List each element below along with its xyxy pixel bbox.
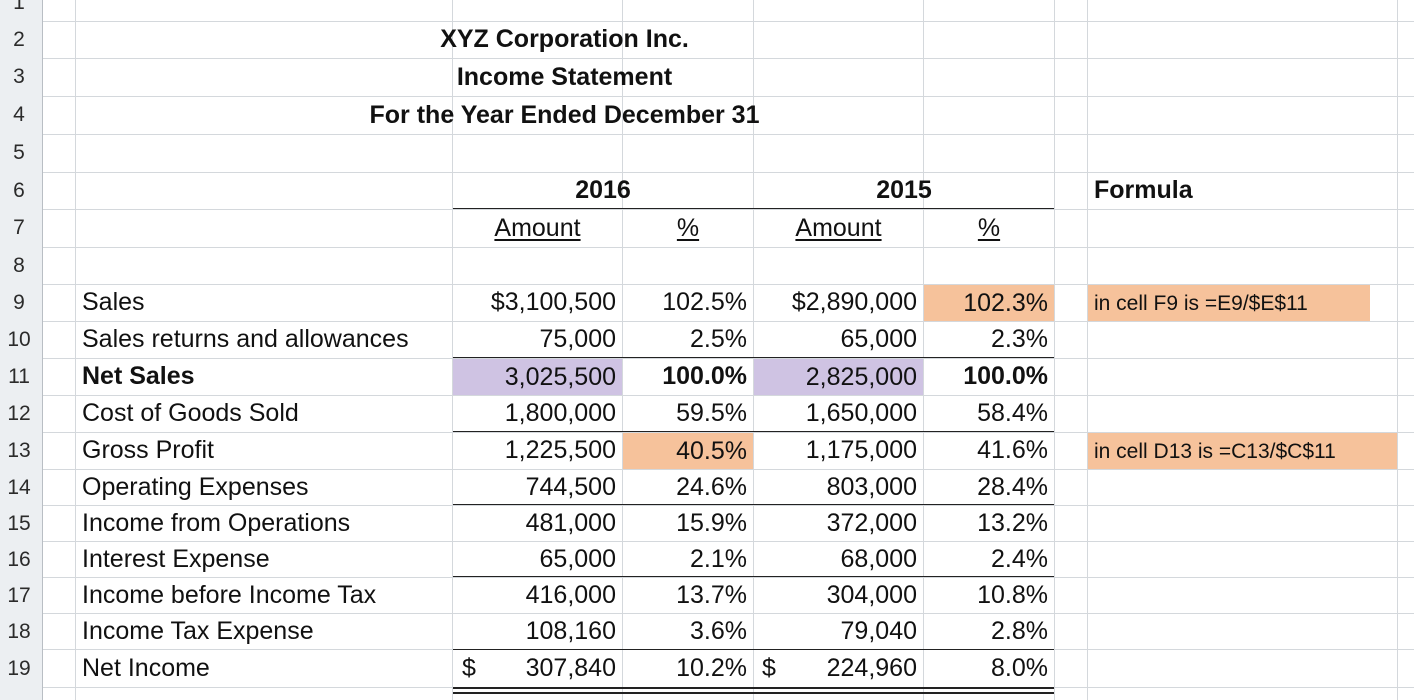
pct-2015-income-tax-expense[interactable]: 2.8% <box>991 617 1048 645</box>
row-number[interactable]: 7 <box>13 216 25 239</box>
pct-2015-net-income[interactable]: 8.0% <box>991 654 1048 682</box>
row-label-interest-expense[interactable]: Interest Expense <box>82 545 270 573</box>
pct-2016-interest-expense[interactable]: 2.1% <box>690 545 747 573</box>
row-number[interactable]: 6 <box>13 179 25 202</box>
period-title[interactable]: For the Year Ended December 31 <box>369 101 760 129</box>
row-number[interactable]: 12 <box>7 402 31 425</box>
row-label-sales[interactable]: Sales <box>82 288 145 316</box>
row-label-gross-profit[interactable]: Gross Profit <box>82 436 214 464</box>
row-number[interactable]: 17 <box>7 584 31 607</box>
pct-2015-sales-returns[interactable]: 2.3% <box>991 325 1048 353</box>
currency-sign-2015-net-income: $ <box>762 654 776 682</box>
subtotal-rule-row14 <box>453 504 1054 505</box>
amount-2016-cogs[interactable]: 1,800,000 <box>504 399 616 427</box>
pct-2016-sales-returns[interactable]: 2.5% <box>690 325 747 353</box>
pct-2016-net-sales[interactable]: 100.0% <box>662 362 747 390</box>
pct-2015-operating-expenses[interactable]: 28.4% <box>977 473 1048 501</box>
row-label-income-before-tax[interactable]: Income before Income Tax <box>82 581 377 609</box>
amount-header-2015[interactable]: Amount <box>795 214 882 242</box>
subtotal-rule-row18 <box>453 649 1054 650</box>
row-label-cogs[interactable]: Cost of Goods Sold <box>82 399 299 427</box>
row-label-net-income[interactable]: Net Income <box>82 654 210 682</box>
pct-2015-net-sales[interactable]: 100.0% <box>963 362 1048 390</box>
amount-2015-income-tax-expense[interactable]: 79,040 <box>840 617 917 645</box>
pct-2016-sales[interactable]: 102.5% <box>662 288 747 316</box>
double-rule-bottom <box>453 692 1054 694</box>
pct-header-2016[interactable]: % <box>676 214 700 242</box>
pct-2016-net-income[interactable]: 10.2% <box>676 654 747 682</box>
amount-2015-cogs[interactable]: 1,650,000 <box>805 399 917 427</box>
row-number[interactable]: 1 <box>13 0 25 14</box>
formula-note-d13[interactable]: in cell D13 is =C13/$C$11 <box>1088 433 1397 469</box>
amount-2015-interest-expense[interactable]: 68,000 <box>840 545 917 573</box>
pct-2015-interest-expense[interactable]: 2.4% <box>991 545 1048 573</box>
pct-2015-gross-profit[interactable]: 41.6% <box>977 436 1048 464</box>
pct-2015-sales-highlighted[interactable]: 102.3% <box>924 285 1054 321</box>
amount-2015-net-sales-highlighted[interactable]: 2,825,000 <box>754 359 923 395</box>
amount-2016-net-sales-highlighted[interactable]: 3,025,500 <box>453 359 622 395</box>
amount-2016-sales-returns[interactable]: 75,000 <box>539 325 616 353</box>
row-number[interactable]: 8 <box>13 254 25 277</box>
row-label-income-from-operations[interactable]: Income from Operations <box>82 509 351 537</box>
pct-2015-income-from-operations[interactable]: 13.2% <box>977 509 1048 537</box>
currency-sign-2016-net-income: $ <box>462 654 476 682</box>
row-number[interactable]: 3 <box>13 65 25 88</box>
pct-2016-income-before-tax[interactable]: 13.7% <box>676 581 747 609</box>
amount-2015-net-income[interactable]: 224,960 <box>826 654 917 682</box>
amount-header-2016[interactable]: Amount <box>494 214 581 242</box>
row-number[interactable]: 4 <box>13 103 25 126</box>
formula-note-f9[interactable]: in cell F9 is =E9/$E$11 <box>1088 285 1370 321</box>
year-2015-header[interactable]: 2015 <box>876 176 932 204</box>
amount-2016-gross-profit[interactable]: 1,225,500 <box>504 436 616 464</box>
row-number[interactable]: 9 <box>13 291 25 314</box>
row-number[interactable]: 13 <box>7 439 31 462</box>
row-header-column[interactable]: 1 2 3 4 5 6 7 8 9 10 11 12 13 14 15 16 1… <box>0 0 43 700</box>
row-label-operating-expenses[interactable]: Operating Expenses <box>82 473 309 501</box>
year-2016-header[interactable]: 2016 <box>575 176 631 204</box>
row-number[interactable]: 2 <box>13 28 25 51</box>
amount-2015-operating-expenses[interactable]: 803,000 <box>826 473 917 501</box>
row-number[interactable]: 14 <box>7 476 31 499</box>
amount-2016-income-from-operations[interactable]: 481,000 <box>525 509 616 537</box>
pct-2016-operating-expenses[interactable]: 24.6% <box>676 473 747 501</box>
amount-2015-income-from-operations[interactable]: 372,000 <box>826 509 917 537</box>
amount-2015-sales-returns[interactable]: 65,000 <box>840 325 917 353</box>
statement-title[interactable]: Income Statement <box>456 63 673 91</box>
amount-2015-gross-profit[interactable]: 1,175,000 <box>805 436 917 464</box>
row-label-sales-returns[interactable]: Sales returns and allowances <box>82 325 409 353</box>
amount-2016-income-before-tax[interactable]: 416,000 <box>525 581 616 609</box>
pct-2016-income-tax-expense[interactable]: 3.6% <box>690 617 747 645</box>
row-number[interactable]: 19 <box>7 657 31 680</box>
row-number[interactable]: 15 <box>7 512 31 535</box>
subtotal-rule-row16 <box>453 576 1054 577</box>
pct-2015-cogs[interactable]: 58.4% <box>977 399 1048 427</box>
amount-2015-income-before-tax[interactable]: 304,000 <box>826 581 917 609</box>
subtotal-rule-row12 <box>453 431 1054 432</box>
row-number[interactable]: 5 <box>13 141 25 164</box>
pct-2015-income-before-tax[interactable]: 10.8% <box>977 581 1048 609</box>
pct-2016-cogs[interactable]: 59.5% <box>676 399 747 427</box>
amount-2016-interest-expense[interactable]: 65,000 <box>539 545 616 573</box>
row-number[interactable]: 18 <box>7 620 31 643</box>
amount-2016-income-tax-expense[interactable]: 108,160 <box>525 617 616 645</box>
company-title[interactable]: XYZ Corporation Inc. <box>440 25 689 53</box>
amount-2016-operating-expenses[interactable]: 744,500 <box>525 473 616 501</box>
row-number[interactable]: 11 <box>8 365 30 388</box>
row-number[interactable]: 10 <box>7 328 31 351</box>
pct-2016-income-from-operations[interactable]: 15.9% <box>676 509 747 537</box>
pct-header-2015[interactable]: % <box>977 214 1001 242</box>
formula-header[interactable]: Formula <box>1094 176 1193 204</box>
subtotal-rule-row10 <box>453 357 1054 358</box>
row-label-net-sales[interactable]: Net Sales <box>82 362 195 390</box>
row-label-income-tax-expense[interactable]: Income Tax Expense <box>82 617 314 645</box>
row-number[interactable]: 16 <box>7 548 31 571</box>
pct-2016-gross-profit-highlighted[interactable]: 40.5% <box>623 433 753 469</box>
amount-2016-sales[interactable]: $3,100,500 <box>490 288 616 316</box>
amount-2016-net-income[interactable]: 307,840 <box>525 654 616 682</box>
amount-2015-sales[interactable]: $2,890,000 <box>791 288 917 316</box>
year-header-underline <box>453 208 1054 209</box>
double-rule-top <box>453 687 1054 689</box>
